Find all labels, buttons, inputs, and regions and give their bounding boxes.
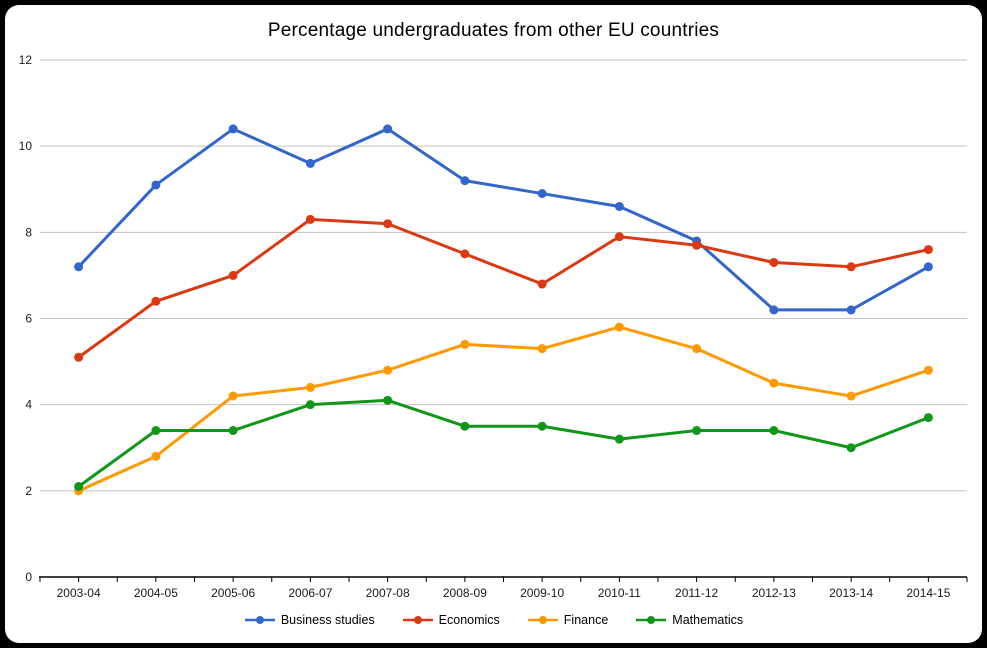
data-point-business-studies	[305, 158, 315, 168]
x-axis-category-label: 2010-11	[598, 586, 641, 600]
data-point-mathematics	[228, 426, 238, 436]
series-line-business-studies	[77, 127, 930, 312]
data-point-finance	[228, 391, 238, 401]
legend: Business studies Economics Finance Mathe…	[0, 613, 987, 627]
series-line-economics	[77, 217, 930, 359]
x-axis-category-label: 2006-07	[288, 586, 332, 600]
legend-marker-mathematics	[636, 616, 667, 624]
data-point-business-studies	[151, 180, 161, 190]
x-axis-category-label: 2013-14	[829, 586, 873, 600]
data-point-economics	[74, 352, 84, 362]
y-axis-tick-label: 2	[25, 484, 32, 498]
legend-item-finance: Finance	[527, 613, 608, 627]
data-point-finance	[151, 451, 161, 461]
data-point-economics	[537, 279, 547, 289]
data-point-mathematics	[383, 395, 393, 405]
legend-item-business-studies: Business studies	[244, 613, 375, 627]
data-point-business-studies	[923, 262, 933, 272]
data-point-finance	[923, 365, 933, 375]
legend-item-economics: Economics	[402, 613, 500, 627]
y-axis-tick-label: 6	[25, 312, 32, 326]
x-axis-category-label: 2007-08	[366, 586, 410, 600]
data-point-mathematics	[923, 413, 933, 423]
data-point-business-studies	[537, 189, 547, 199]
x-axis-category-label: 2003-04	[57, 586, 101, 600]
chart-title: Percentage undergraduates from other EU …	[267, 20, 720, 41]
data-point-mathematics	[614, 434, 624, 444]
x-axis-category-label: 2009-10	[520, 586, 564, 600]
legend-item-mathematics: Mathematics	[635, 613, 743, 627]
data-point-mathematics	[74, 482, 84, 492]
data-point-economics	[923, 245, 933, 255]
data-point-economics	[228, 270, 238, 280]
data-point-finance	[537, 344, 547, 354]
data-point-business-studies	[74, 262, 84, 272]
data-point-finance	[769, 378, 779, 388]
data-point-business-studies	[460, 176, 470, 186]
x-axis-category-label: 2011-12	[675, 586, 718, 600]
data-point-economics	[614, 232, 624, 242]
data-point-mathematics	[692, 426, 702, 436]
data-point-economics	[846, 262, 856, 272]
data-point-economics	[692, 240, 702, 250]
data-point-business-studies	[769, 305, 779, 315]
y-axis-tick-label: 0	[25, 570, 32, 584]
data-point-mathematics	[537, 421, 547, 431]
x-axis-category-label: 2008-09	[443, 586, 487, 600]
x-axis-category-label: 2004-05	[134, 586, 178, 600]
data-point-finance	[846, 391, 856, 401]
legend-label-finance: Finance	[563, 613, 609, 627]
data-point-finance	[692, 344, 702, 354]
y-axis-tick-label: 10	[19, 139, 33, 153]
legend-label-mathematics: Mathematics	[672, 613, 744, 627]
data-point-mathematics	[769, 426, 779, 436]
chart-surface	[5, 5, 982, 643]
y-axis-tick-label: 12	[19, 53, 33, 67]
legend-label-economics: Economics	[438, 613, 500, 627]
data-point-mathematics	[846, 443, 856, 453]
data-point-business-studies	[614, 201, 624, 211]
series-line-mathematics	[77, 398, 930, 489]
data-point-economics	[460, 249, 470, 259]
data-point-economics	[305, 214, 315, 224]
legend-marker-business-studies	[244, 616, 275, 624]
data-point-economics	[383, 219, 393, 229]
data-point-mathematics	[460, 421, 470, 431]
data-point-finance	[383, 365, 393, 375]
data-point-finance	[614, 322, 624, 332]
data-point-mathematics	[151, 426, 161, 436]
legend-marker-economics	[402, 616, 433, 624]
series-line-finance	[77, 325, 930, 493]
y-axis-tick-label: 8	[25, 225, 32, 239]
x-axis-category-label: 2005-06	[211, 586, 255, 600]
data-point-economics	[769, 257, 779, 267]
data-point-mathematics	[305, 400, 315, 410]
data-point-finance	[460, 339, 470, 349]
y-axis-tick-label: 4	[25, 398, 32, 412]
x-axis-category-label: 2014-15	[906, 586, 950, 600]
x-axis-category-label: 2012-13	[752, 586, 796, 600]
data-point-business-studies	[383, 124, 393, 134]
data-point-finance	[305, 382, 315, 392]
data-point-business-studies	[228, 124, 238, 134]
legend-marker-finance	[527, 616, 558, 624]
legend-label-business-studies: Business studies	[280, 613, 375, 627]
data-point-business-studies	[846, 305, 856, 315]
data-point-economics	[151, 296, 161, 306]
